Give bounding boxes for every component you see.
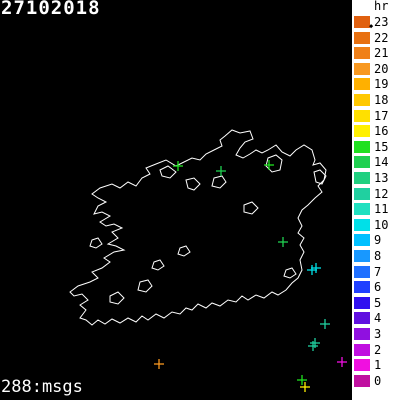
legend-item: 12 (352, 187, 402, 203)
legend-label: 4 (374, 311, 382, 326)
legend-swatch (354, 47, 370, 60)
legend-swatch (354, 218, 370, 231)
coastline (69, 129, 327, 326)
legend-label: 15 (374, 139, 389, 154)
legend-label: 19 (374, 77, 389, 92)
legend-label: 13 (374, 171, 389, 185)
legend-label: 21 (374, 46, 389, 61)
strike-marker (173, 161, 183, 171)
legend-item: 15 (352, 140, 402, 156)
legend-label: 20 (374, 61, 389, 76)
legend-item: 3 (352, 327, 402, 343)
date-label: 27102018 (1, 0, 101, 19)
legend-label: 5 (374, 295, 382, 310)
legend-item: 8 (352, 249, 402, 265)
legend-label: 16 (374, 124, 389, 139)
legend-item: 16 (352, 124, 402, 140)
legend-swatch (354, 265, 370, 278)
message-count: 288:msgs (1, 377, 83, 397)
legend-label: 2 (374, 342, 382, 357)
legend-swatch (354, 281, 370, 294)
legend-item: 6 (352, 280, 402, 296)
strike-marker (307, 265, 317, 275)
legend-label: 12 (374, 186, 389, 201)
legend-item: 22 (352, 31, 402, 47)
legend-label: 3 (374, 327, 382, 341)
legend-swatch (354, 359, 370, 372)
legend-item: ◆ 23 (352, 15, 402, 31)
legend-swatch (354, 125, 370, 138)
legend-item: 18 (352, 93, 402, 109)
strike-marker (337, 357, 347, 367)
lightning-strikes (154, 160, 347, 392)
map-panel: 27102018 288:msgs (1, 0, 347, 397)
legend-swatch (354, 172, 370, 184)
legend-swatch (354, 343, 370, 356)
strike-marker (154, 359, 164, 369)
legend-swatch (354, 187, 370, 200)
strike-marker (310, 338, 320, 348)
legend-swatch (354, 16, 370, 28)
legend-item: 19 (352, 77, 402, 93)
legend-item: 2 (352, 343, 402, 359)
legend-item: 10 (352, 218, 402, 234)
legend-swatch (354, 109, 370, 122)
legend-unit: hr (374, 0, 389, 13)
legend-item: 13 (352, 171, 402, 187)
legend-item: 5 (352, 296, 402, 312)
legend-item: 0 (352, 374, 402, 390)
legend-swatch (354, 62, 370, 75)
legend-swatch (354, 31, 370, 44)
legend-label: 23 (374, 15, 389, 29)
legend-item: 11 (352, 202, 402, 218)
legend-swatch (354, 94, 370, 106)
strike-marker (300, 382, 310, 392)
legend-swatch (354, 312, 370, 325)
strike-marker (320, 319, 330, 329)
legend-swatch (354, 250, 370, 262)
legend-item: 21 (352, 46, 402, 62)
legend-label: 11 (374, 202, 389, 217)
legend-label: 6 (374, 280, 382, 295)
legend-label: 9 (374, 233, 382, 248)
strike-marker (264, 160, 274, 170)
hour-legend: hr ◆ 23 22 21 20 19 18 17 16 15 14 13 12 11 10 9 8 7 6 5 4 3 2… (352, 0, 402, 400)
legend-item: 7 (352, 265, 402, 281)
strike-marker (311, 263, 321, 273)
legend-label: 22 (374, 30, 389, 45)
legend-label: 8 (374, 249, 382, 263)
legend-item: 14 (352, 155, 402, 171)
legend-swatch (354, 156, 370, 169)
legend-label: 14 (374, 155, 389, 170)
legend-swatch (354, 296, 370, 309)
ireland-map (69, 129, 347, 392)
legend-swatch (354, 203, 370, 216)
legend-item: 1 (352, 358, 402, 374)
legend-swatch (354, 78, 370, 91)
legend-label: 7 (374, 264, 382, 279)
legend-item: 4 (352, 311, 402, 327)
legend-item: 17 (352, 109, 402, 125)
strike-marker (278, 237, 288, 247)
legend-swatch (354, 234, 370, 247)
legend-swatch (354, 328, 370, 340)
legend-label: 18 (374, 93, 389, 107)
legend-swatch (354, 140, 370, 153)
legend-label: 17 (374, 108, 389, 123)
legend-swatch (354, 374, 370, 387)
current-hour-marker: ◆ (369, 22, 374, 30)
strike-marker (216, 166, 226, 176)
legend-label: 0 (374, 373, 382, 388)
legend-item: 20 (352, 62, 402, 78)
legend-label: 1 (374, 358, 382, 373)
strike-marker (297, 375, 307, 385)
legend-item: 9 (352, 233, 402, 249)
legend-label: 10 (374, 217, 389, 232)
